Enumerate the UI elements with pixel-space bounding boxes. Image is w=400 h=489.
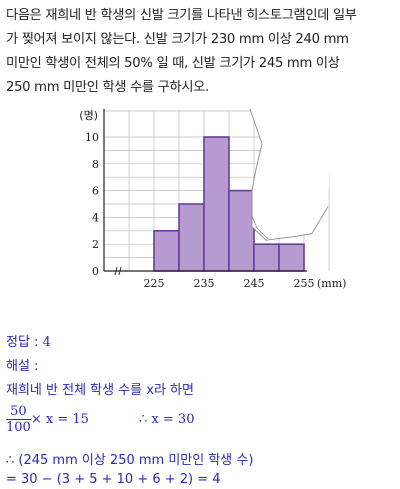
histogram-bar-245 (253, 243, 280, 272)
equation-1-rest: × x = 15 (30, 412, 89, 427)
histogram-chart: 0 2 4 6 8 10 225 235 245 255 (명) (mm) (79, 108, 346, 290)
x-tick-label: 255 (294, 277, 315, 290)
x-tick-label: 225 (144, 277, 165, 290)
fraction-numerator: 50 (6, 404, 31, 420)
histogram-bar-235 (203, 136, 230, 272)
y-tick-label: 8 (92, 158, 99, 171)
torn-edge (249, 108, 329, 241)
solution-line-1: 재희네 반 전체 학생 수를 x라 하면 (6, 383, 194, 398)
answer-label: 정답 : (6, 335, 43, 350)
fraction-denominator: 100 (6, 420, 31, 435)
equation-1-result: ∴ x = 30 (139, 412, 195, 427)
answer-line: 정답 : 4 (6, 331, 51, 350)
y-axis-label: (명) (79, 109, 98, 122)
solution-line-4: = 30 − (3 + 5 + 10 + 6 + 2) = 4 (6, 472, 221, 487)
y-tick-label: 0 (92, 265, 99, 278)
problem-line-1: 다음은 재희네 반 학생의 신발 크기를 나타낸 히스토그램인데 일부 (6, 8, 357, 23)
histogram-bar-240 (228, 189, 255, 272)
solution-line-3: ∴ (245 mm 이상 250 mm 미만인 학생 수) (6, 453, 254, 468)
y-tick-label: 2 (92, 238, 99, 251)
torn-edge-inner (251, 215, 269, 240)
answer-value: 4 (42, 335, 51, 350)
fraction: 50 100 (6, 404, 31, 435)
axis-break-mark (114, 266, 122, 276)
torn-region (227, 108, 332, 241)
solution-label: 해설 : (6, 359, 39, 374)
y-tick-label: 6 (92, 185, 99, 198)
histogram-bar-250 (278, 243, 305, 272)
problem-text: 다음은 재희네 반 학생의 신발 크기를 나타낸 히스토그램인데 일부 가 찢어… (6, 4, 398, 100)
x-axis-label: (mm) (317, 277, 346, 290)
problem-line-2: 가 찢어져 보이지 않는다. 신발 크기가 230 mm 이상 240 mm (6, 32, 349, 47)
y-tick-label: 4 (92, 211, 99, 224)
histogram-bar-225 (153, 230, 180, 272)
problem-line-4: 250 mm 미만인 학생 수를 구하시오. (6, 80, 209, 95)
x-tick-label: 245 (244, 277, 265, 290)
torn-mask (227, 109, 332, 241)
problem-line-3: 미만인 학생이 전체의 50% 일 때, 신발 크기가 245 mm 이상 (6, 56, 340, 71)
x-tick-label: 235 (194, 277, 215, 290)
y-tick-label: 10 (85, 131, 99, 144)
chart-axes: 0 2 4 6 8 10 225 235 245 255 (85, 109, 315, 290)
chart-bars (153, 136, 305, 272)
histogram-bar-230 (178, 203, 205, 272)
solution-equation-1: 50 100 × x = 15 ∴ x = 30 (6, 404, 194, 435)
